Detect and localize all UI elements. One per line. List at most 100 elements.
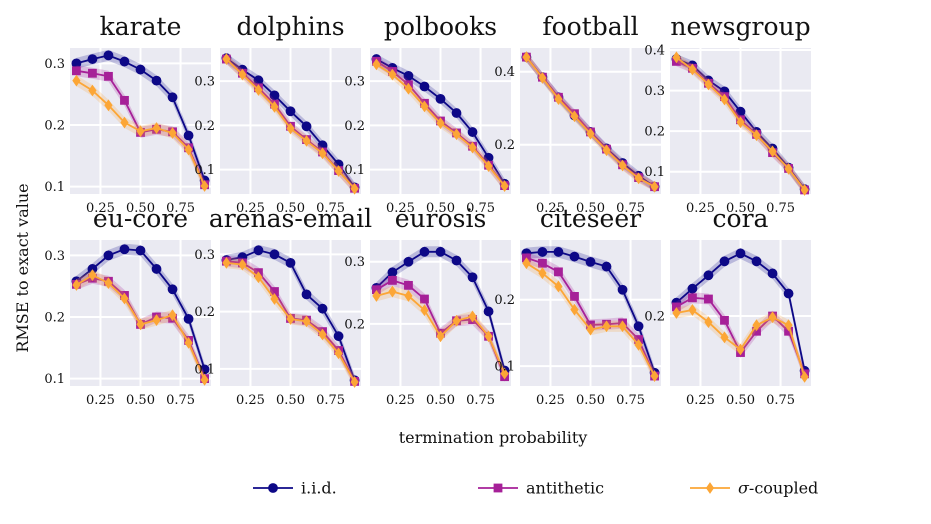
data-point [419, 81, 430, 92]
y-tick-label: 0.1 [194, 163, 215, 178]
data-point [104, 71, 113, 81]
data-point [800, 184, 809, 196]
data-point [151, 264, 162, 274]
data-point [222, 256, 231, 269]
y-tick-label: 0.3 [644, 84, 665, 99]
data-point [183, 130, 194, 141]
data-point [500, 367, 509, 380]
series-band [376, 274, 505, 383]
data-point [703, 270, 714, 281]
panel-title: newsgroup [670, 12, 810, 41]
data-point [538, 267, 547, 280]
panel-karate: karate 0.25 0.50 0.75 0.1 0.2 0.3 [44, 12, 211, 216]
panel-polbooks: polbooks 0.25 0.50 0.75 0.1 0.2 0.3 [344, 12, 511, 216]
data-point [420, 100, 429, 113]
y-tick-label: 0.2 [644, 310, 665, 325]
data-point [767, 268, 778, 279]
data-point [388, 275, 397, 285]
y-tick-label: 0.1 [44, 180, 65, 195]
panel-title: eu-core [93, 204, 188, 233]
series-sigma [372, 285, 509, 380]
data-point [500, 180, 509, 192]
data-point [120, 116, 129, 129]
data-point [768, 145, 777, 158]
data-point [468, 310, 477, 323]
data-point [317, 303, 328, 314]
y-tick-label: 0.3 [344, 255, 365, 270]
data-point [119, 56, 130, 67]
data-point [334, 347, 343, 360]
data-point [350, 182, 359, 195]
data-point [467, 272, 478, 283]
data-point [318, 328, 327, 341]
data-point [553, 247, 564, 257]
y-tick-label: 0.1 [494, 360, 515, 375]
legend-marker [493, 483, 503, 493]
data-point [554, 93, 563, 106]
data-point [569, 251, 580, 262]
series-sigma [672, 51, 809, 196]
legend-marker [705, 482, 715, 494]
y-axis-label: RMSE to exact value [13, 183, 32, 352]
legend-entry-anti: antithetic [478, 479, 604, 498]
data-point [435, 246, 446, 257]
x-tick-label: 0.75 [166, 201, 195, 216]
data-point [554, 280, 563, 293]
x-tick-label: 0.75 [616, 393, 645, 408]
x-tick-label: 0.50 [126, 201, 155, 216]
data-point [404, 82, 413, 95]
data-point [152, 314, 161, 326]
data-point [334, 165, 343, 177]
data-point [752, 319, 761, 332]
data-point [720, 315, 729, 325]
data-point [784, 162, 793, 175]
y-tick-label: 0.3 [194, 75, 215, 90]
data-point [87, 54, 98, 64]
series-band [76, 49, 205, 186]
data-point [704, 78, 713, 91]
data-point [720, 93, 729, 106]
data-point [452, 314, 461, 327]
data-point [768, 311, 777, 324]
series-iid [521, 246, 660, 379]
y-tick-label: 0.4 [644, 44, 665, 59]
data-point [333, 331, 344, 342]
x-tick-label: 0.75 [466, 201, 495, 216]
data-point [468, 141, 477, 154]
data-point [751, 256, 762, 267]
series-sigma [72, 269, 209, 386]
data-point [372, 58, 381, 71]
panel-title: karate [100, 12, 182, 41]
data-point [88, 84, 97, 97]
x-tick-label: 0.75 [316, 201, 345, 216]
data-point [483, 306, 494, 317]
series-sigma [222, 256, 359, 388]
legend-marker [268, 483, 278, 493]
data-point [238, 68, 247, 81]
data-point [451, 255, 462, 266]
data-point [120, 95, 129, 105]
data-point [168, 309, 177, 322]
data-point [184, 143, 193, 156]
data-point [270, 293, 279, 305]
series-sigma [522, 51, 659, 193]
data-point [238, 258, 247, 271]
data-point [183, 313, 194, 324]
y-tick-label: 0.2 [194, 305, 215, 320]
data-point [601, 261, 612, 272]
data-point [537, 247, 548, 257]
data-point [135, 245, 146, 256]
panel-football: football 0.25 0.50 0.75 0.2 0.4 [494, 12, 661, 216]
data-point [404, 290, 413, 302]
data-point [688, 63, 697, 76]
data-point [650, 180, 659, 193]
y-tick-label: 0.2 [494, 138, 515, 153]
series-sigma [672, 304, 809, 383]
x-tick-label: 0.50 [726, 201, 755, 216]
data-point [120, 292, 129, 305]
data-point [719, 256, 730, 267]
data-point [200, 180, 209, 192]
data-point [136, 125, 145, 138]
data-point [800, 370, 809, 383]
